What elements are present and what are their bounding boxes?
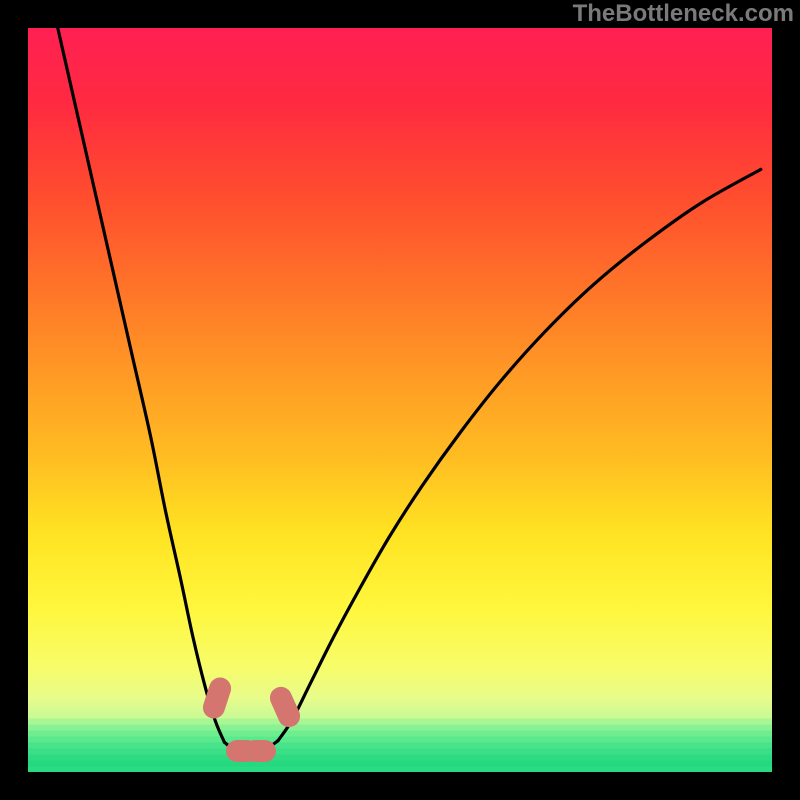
bottleneck-curve-svg [28, 28, 772, 772]
curve-left [58, 28, 225, 742]
watermark-text: TheBottleneck.com [573, 0, 794, 28]
bead [244, 740, 276, 762]
plot-area [28, 28, 772, 772]
curve-right [278, 169, 761, 740]
outer-frame: TheBottleneck.com [0, 0, 800, 800]
